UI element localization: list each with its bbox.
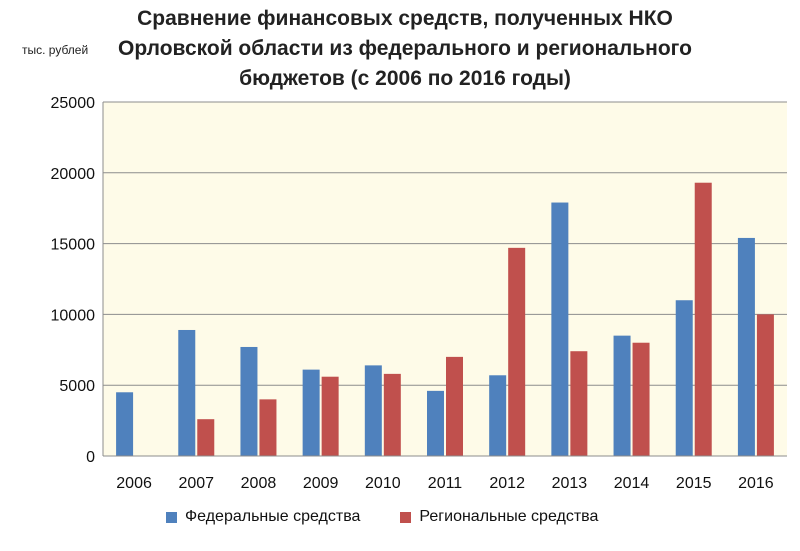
y-axis-unit-label: тыс. рублей [22, 43, 89, 57]
bar-regional-2012 [508, 247, 526, 456]
x-tick-label: 2010 [365, 475, 401, 492]
bar-regional-2016 [756, 314, 774, 456]
legend-swatch-federal [166, 511, 177, 523]
bar-regional-2014 [632, 342, 650, 456]
x-tick-label: 2009 [303, 475, 339, 492]
x-tick-label: 2006 [116, 475, 152, 492]
chart-title: Сравнение финансовых средств, полученных… [118, 7, 692, 90]
bar-regional-2011 [446, 356, 463, 456]
x-tick-label: 2011 [428, 475, 463, 492]
y-tick-label: 10000 [51, 307, 96, 324]
bar-federal-2008 [240, 346, 258, 456]
legend: Федеральные средства Региональные средст… [166, 508, 638, 526]
y-tick-label: 5000 [59, 378, 95, 395]
bar-regional-2010 [383, 373, 401, 456]
y-tick-label: 25000 [51, 95, 96, 112]
bar-federal-2011 [427, 390, 444, 456]
x-tick-label: 2008 [241, 475, 277, 492]
bar-federal-2006 [116, 392, 134, 456]
bar-federal-2014 [613, 335, 631, 456]
bar-regional-2007 [197, 419, 215, 456]
bar-federal-2013 [551, 202, 569, 456]
bar-regional-2015 [694, 182, 712, 456]
bar-federal-2016 [737, 237, 755, 456]
legend-item-regional: Региональные средства [400, 508, 598, 526]
x-tick-label: 2012 [489, 475, 525, 492]
x-tick-label: 2013 [552, 475, 588, 492]
plot-area [103, 102, 787, 456]
bar-regional-2009 [321, 376, 339, 456]
x-tick-label: 2014 [614, 475, 650, 492]
x-tick-label: 2007 [178, 475, 214, 492]
y-tick-label: 0 [86, 449, 95, 466]
bar-federal-2012 [489, 375, 507, 456]
legend-label-regional: Региональные средства [419, 508, 599, 525]
bar-federal-2015 [675, 300, 693, 456]
bar-regional-2008 [259, 399, 277, 456]
bar-federal-2009 [302, 369, 320, 456]
bar-federal-2010 [364, 365, 382, 456]
x-tick-label: 2015 [676, 475, 712, 492]
legend-swatch-regional [400, 511, 412, 523]
bar-regional-2013 [570, 351, 588, 456]
legend-label-federal: Федеральные средства [185, 508, 361, 525]
x-tick-label: 2016 [738, 475, 774, 492]
bar-federal-2007 [178, 329, 196, 456]
y-tick-label: 20000 [51, 166, 96, 183]
y-tick-label: 15000 [51, 237, 96, 254]
legend-item-federal: Федеральные средства [166, 508, 360, 526]
